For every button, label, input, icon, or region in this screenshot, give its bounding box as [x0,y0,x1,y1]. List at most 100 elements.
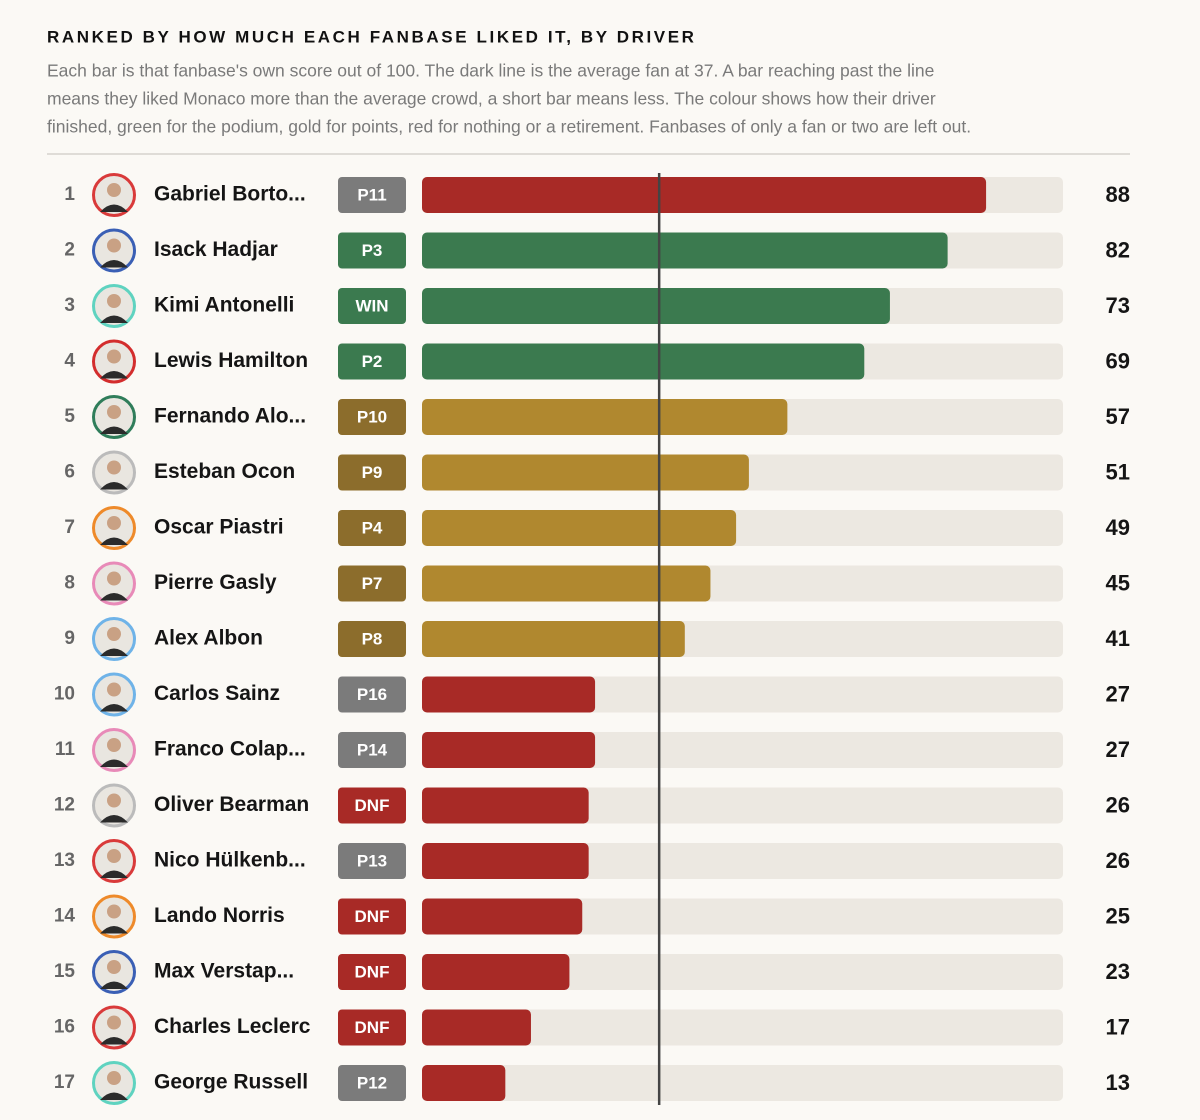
avatar-head [107,294,121,308]
avatar-body [100,981,128,989]
rank: 9 [64,628,75,649]
avatar-body [100,482,128,490]
value-label: 26 [1106,848,1130,873]
avatar-head [107,627,121,641]
bar [422,232,948,269]
value-label: 27 [1106,737,1130,762]
driver-name: Charles Leclerc [154,1015,311,1038]
finish-badge [338,621,406,657]
driver-name: Lewis Hamilton [154,349,308,372]
rank: 6 [64,462,75,483]
driver-name: Carlos Sainz [154,682,280,705]
driver-name: Nico Hülkenb... [154,849,306,872]
avatar-body [100,704,128,712]
driver-name: Franco Colap... [154,738,306,761]
finish-badge [338,954,406,990]
finish-badge [338,898,406,935]
finish-badge [338,787,406,824]
finish-label: P16 [357,685,387,704]
value-label: 25 [1106,903,1130,928]
avatar-body [100,926,128,934]
value-label: 23 [1106,959,1130,984]
driver-name: Max Verstap... [154,960,294,983]
rank: 10 [54,684,75,705]
bar [422,1009,531,1046]
value-label: 88 [1106,182,1130,207]
driver-name: Alex Albon [154,627,263,650]
avatar-head [107,460,121,475]
bar-track [422,1065,1063,1101]
finish-label: P14 [357,740,388,759]
finish-label: P9 [362,463,383,482]
finish-label: DNF [355,962,390,981]
rank: 15 [54,961,76,982]
avatar-head [107,405,121,419]
avatar-body [100,593,128,601]
avatar-body [100,870,128,878]
avatar-body [100,648,128,656]
rank: 12 [54,795,75,816]
value-label: 69 [1106,348,1130,373]
finish-label: DNF [355,796,390,815]
bar [422,732,596,768]
avatar-head [107,738,121,752]
finish-badge [338,343,406,380]
avatar-head [107,349,121,364]
value-label: 51 [1106,459,1130,484]
finish-label: P2 [362,352,383,371]
driver-name: Oscar Piastri [154,516,284,539]
bar [422,954,570,990]
finish-label: P7 [362,574,383,593]
avatar-head [107,1015,121,1030]
value-label: 26 [1106,792,1130,817]
avatar-head [107,793,121,808]
bar [422,621,685,657]
driver-name: Fernando Alo... [154,405,306,428]
avatar-body [100,537,128,545]
avatar-body [100,759,128,767]
subtitle: means they liked Monaco more than the av… [47,89,936,109]
finish-badge [338,1065,406,1101]
bar [422,1065,506,1101]
value-label: 57 [1106,404,1130,429]
rank: 7 [64,517,75,538]
driver-name: Pierre Gasly [154,571,277,594]
bar [422,787,589,824]
bar-track [422,954,1063,990]
value-label: 27 [1106,681,1130,706]
bar [422,399,788,435]
bar [422,898,583,935]
finish-badge [338,232,406,269]
rank: 3 [64,295,75,316]
finish-label: P3 [362,241,383,260]
chart-title: RANKED BY HOW MUCH EACH FANBASE LIKED IT… [47,27,697,46]
subtitle: Each bar is that fanbase's own score out… [47,61,934,81]
finish-badge [338,454,406,491]
avatar-head [107,238,121,253]
finish-label: P8 [362,629,383,648]
value-label: 17 [1106,1014,1130,1039]
avatar-head [107,849,121,863]
bar [422,843,589,879]
bar [422,288,890,324]
rank: 13 [54,850,75,871]
driver-name: Lando Norris [154,904,285,927]
value-label: 45 [1106,570,1130,595]
avatar-body [100,315,128,323]
avatar-head [107,904,121,919]
finish-label: P4 [362,518,383,537]
bar [422,510,737,546]
value-label: 13 [1106,1070,1130,1095]
finish-label: P11 [357,185,386,204]
bar [422,177,987,213]
rank: 1 [64,184,75,205]
finish-badge [338,1009,406,1046]
avatar-head [107,571,121,586]
avatar-head [107,516,121,530]
value-label: 41 [1106,626,1130,651]
subtitle: finished, green for the podium, gold for… [47,117,971,137]
driver-name: Oliver Bearman [154,793,309,816]
finish-badge [338,732,406,768]
rank: 4 [64,351,75,372]
driver-name: Kimi Antonelli [154,294,294,317]
